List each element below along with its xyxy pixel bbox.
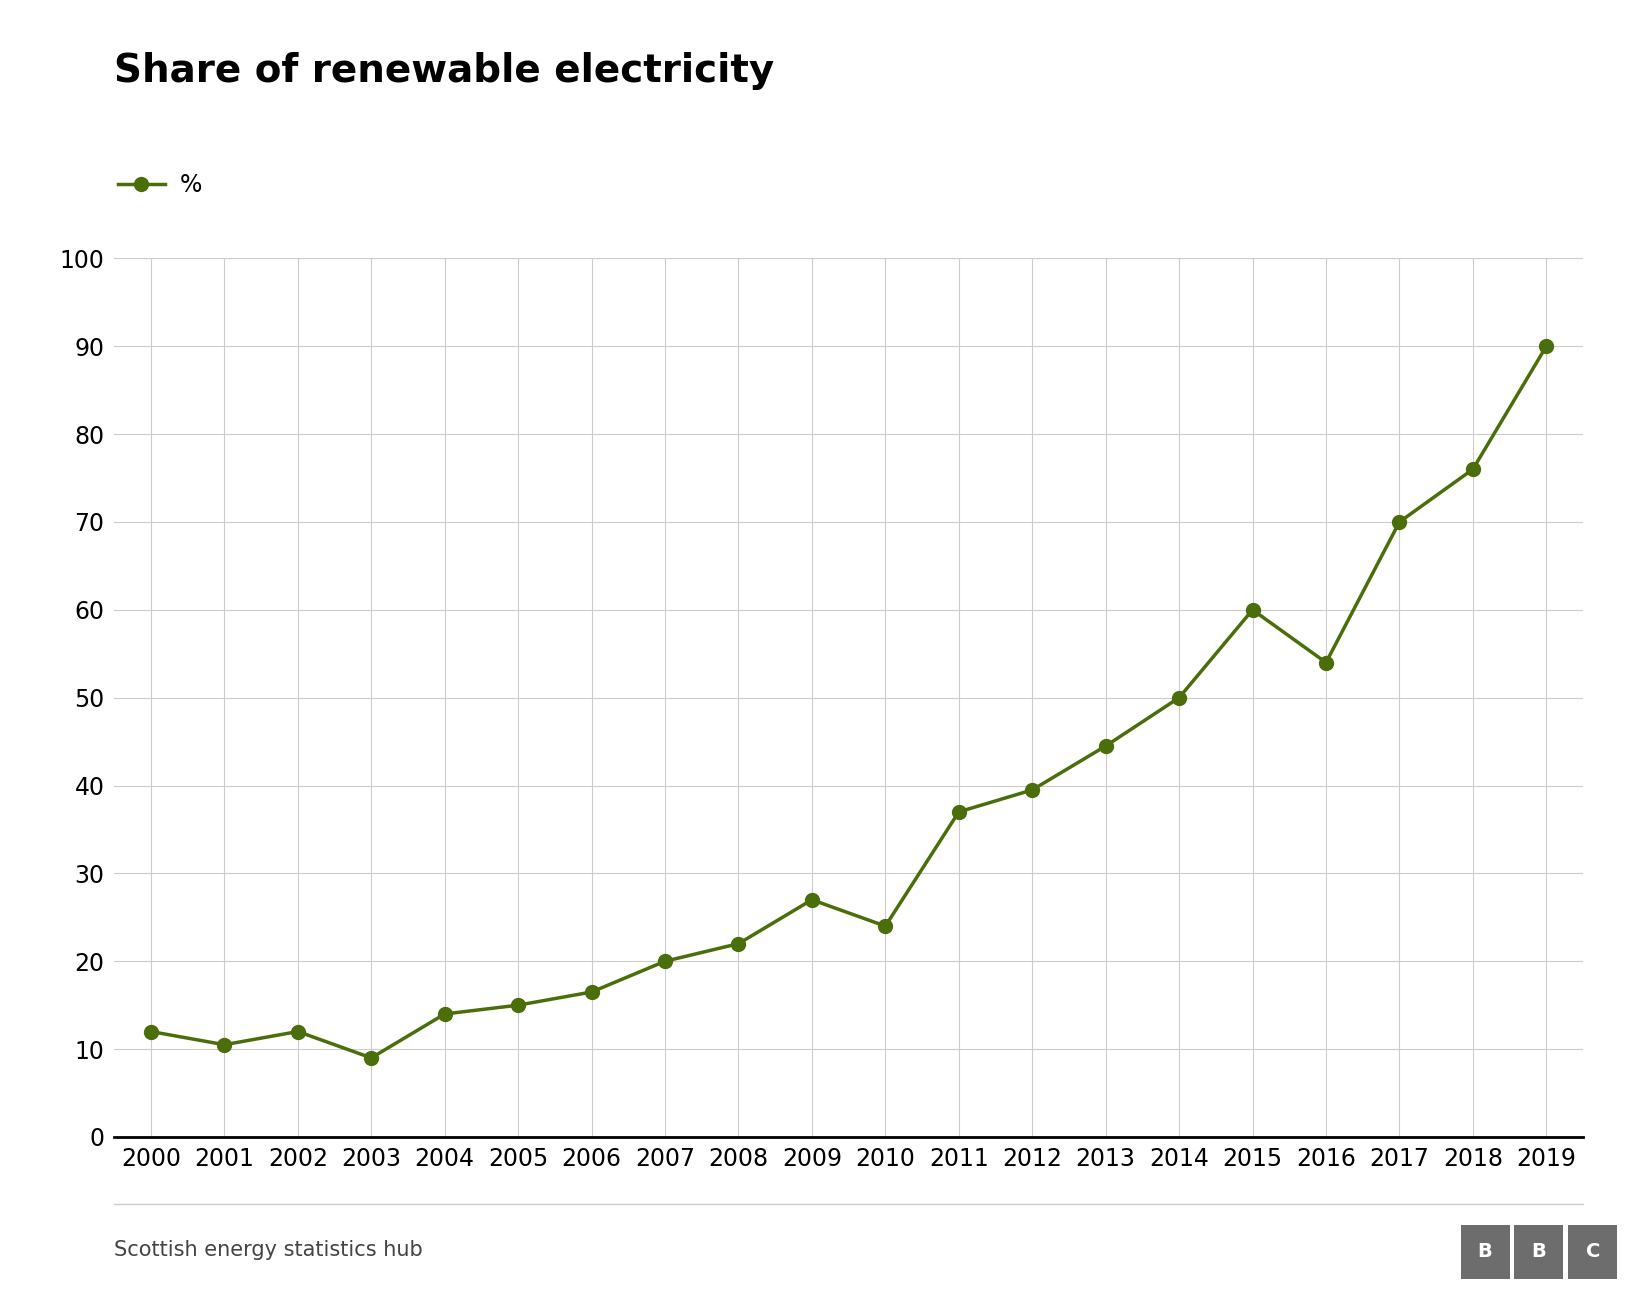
Text: C: C [1586,1243,1599,1261]
Text: Scottish energy statistics hub: Scottish energy statistics hub [114,1240,423,1260]
Text: Share of renewable electricity: Share of renewable electricity [114,52,775,89]
Text: B: B [1531,1243,1547,1261]
Text: B: B [1477,1243,1493,1261]
Legend: %: % [118,173,202,198]
